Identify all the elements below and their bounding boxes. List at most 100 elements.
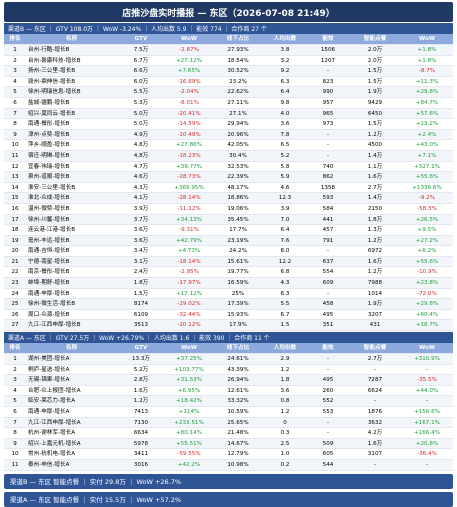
table-row: 7 九江-江西申厚-增长A 7130 +233.51% 25.65% 0 - 3632 +167… — [4, 417, 453, 429]
table-cell: 临安-莱芯力-增长A — [28, 398, 76, 405]
table-cell: 4500 — [367, 142, 383, 149]
table-row: 17 徐州-川馨-增长B 3.7万 +34.13% 35.45% 7.0 441 1.8万 +2… — [4, 214, 453, 226]
table-cell: - — [326, 131, 330, 138]
table-cell: 957 — [322, 99, 334, 106]
table-cell: 10.98% — [227, 461, 249, 468]
table-cell: 24 — [11, 290, 19, 297]
table-cell: -18.14% — [177, 258, 201, 265]
column-header: 线下占比 — [226, 345, 250, 352]
table-cell: 1.1万 — [367, 163, 383, 170]
table-cell: 1.6万 — [367, 258, 383, 265]
table-cell: 7.8 — [280, 131, 290, 138]
table-cell: 1.8万 — [367, 216, 383, 223]
table-cell: +13.2% — [415, 121, 439, 128]
table-cell: +55.6% — [415, 258, 439, 265]
table-cell: 连云港-江港-增长B — [28, 227, 76, 234]
table-cell: 5.3万 — [133, 99, 149, 106]
table-row: 19 亳州-丰远-增长B 3.6万 +42.79% 23.19% 7.6 791 1.2万 +2… — [4, 235, 453, 247]
column-header: 智能点餐 — [363, 36, 387, 42]
table-cell: 2.7万 — [367, 184, 383, 191]
table-row: 7 绍兴-莫同云-增长B 5.0万 -20.41% 27.1% 4.0 965 6450 +57… — [4, 108, 453, 120]
table-cell: +43.0% — [415, 142, 439, 149]
table-cell: 25.65% — [227, 419, 249, 426]
table-cell: 1.5万 — [367, 78, 383, 85]
table-cell: 13 — [11, 174, 19, 181]
table-cell: 台州-磐康科技-增长B — [28, 57, 81, 64]
table-cell: 1.6万 — [133, 387, 149, 394]
table-cell: -58.3% — [417, 205, 437, 212]
table-row: 25 徐州-微生活-增长B 8174 -29.02% 17.39% 5.5 458 1.9万 +… — [4, 299, 453, 310]
table-cell: 5.5万 — [133, 89, 149, 96]
table-cell: 48.17% — [227, 184, 249, 191]
footer-line: 渠道A — 东区 智能点餐 ｜ 实付 15.5万 ｜ WoW +57.2% — [4, 491, 453, 507]
table-cell: 9429 — [367, 99, 383, 106]
table-cell: 19 — [11, 237, 19, 244]
table-cell: 12 — [11, 163, 19, 170]
column-header: 智能点餐 — [363, 345, 387, 352]
table-cell: 9 — [13, 131, 17, 138]
table-cell: 1.8 — [280, 377, 290, 384]
table-cell: - — [326, 68, 330, 75]
section-summary: 渠道B — 东区 ｜ GTV 108.0万 ｜ WoW -3.24% ｜ 人均出… — [4, 23, 453, 34]
table-cell: 6972 — [367, 248, 383, 255]
table-cell: - — [326, 419, 330, 426]
table-cell: 盐城-疆鹏-增长B — [28, 99, 70, 106]
table-cell: 1.0 — [280, 451, 290, 458]
table-cell: 5.2 — [280, 152, 290, 159]
table-row: 2 台州-磐康科技-增长B 6.7万 +27.12% 18.54% 3.2 1207 2.0万… — [4, 56, 453, 67]
table-cell: 10 — [11, 142, 19, 149]
table-cell: 3.6 — [280, 387, 290, 394]
table-cell: 14 — [11, 184, 19, 191]
table-cell: 19.77% — [227, 269, 249, 276]
table-cell: - — [373, 366, 377, 373]
table-cell: - — [326, 366, 330, 373]
table-cell: 3.8 — [280, 47, 290, 53]
table-cell: 3632 — [367, 419, 383, 426]
table-cell: 458 — [322, 301, 334, 308]
table-cell: -14.59% — [177, 121, 201, 128]
table-cell: 4.6万 — [133, 174, 149, 181]
table-cell: 1.9万 — [367, 89, 383, 96]
table-cell: +4.73% — [177, 248, 201, 255]
table-cell: 南通-吉恒-增长B — [28, 248, 70, 255]
table-cell: 常州-杭机电-增长A — [28, 451, 76, 458]
table-cell: 2.0万 — [367, 57, 383, 64]
table-cell: 26 — [11, 311, 19, 318]
table-cell: 6.7 — [280, 311, 290, 318]
table-cell: 0.8 — [280, 398, 290, 405]
table-cell: 3.9 — [280, 205, 290, 212]
table-cell: 宁德-南星-增长B — [28, 258, 70, 265]
table-cell: 29.94% — [227, 121, 249, 128]
table-cell: 2.0万 — [367, 47, 383, 53]
table-cell: +31.53% — [175, 377, 203, 384]
table-cell: +27.12% — [175, 57, 203, 64]
table-cell: 22.39% — [227, 174, 249, 181]
table-cell: 15.61% — [227, 258, 249, 265]
table-cell: 1.2万 — [367, 269, 383, 276]
table-cell: 584 — [322, 205, 334, 212]
table-cell: -28.73% — [177, 174, 201, 181]
table-cell: 7.5万 — [133, 47, 149, 53]
table-row: 23 蚌埠-期舒-增长B 1.8万 -17.97% 16.59% 4.3 609 7988 +2… — [4, 278, 453, 289]
table-cell: +103.77% — [174, 366, 204, 373]
table-cell: 42.05% — [227, 142, 249, 149]
table-cell: 8 — [13, 430, 17, 437]
table-row: 8 南通-餐彤-增长B 5.0万 -14.59% 29.94% 3.6 973 1.5万 +13… — [4, 119, 453, 130]
table-cell: 淮北-众成-增长B — [28, 195, 70, 202]
table-cell: 0.3 — [280, 430, 290, 437]
table-cell: +156.6% — [413, 409, 441, 415]
table-cell: -8.7% — [418, 68, 436, 75]
footer: 渠道B — 东区 智能点餐 ｜ 实付 29.8万 ｜ WoW +26.7% 渠道A… — [4, 473, 453, 507]
table-row: 16 温州-微赞-增长B 3.9万 -11.12% 19.06% 3.9 584 2150 -5… — [4, 204, 453, 215]
table-cell: 18 — [11, 227, 19, 234]
table-cell: 3207 — [367, 311, 383, 318]
table-cell: 徐州-明瑞信息-增长B — [28, 89, 81, 96]
table-cell: 8 — [13, 121, 17, 128]
table-cell: 17.9% — [229, 322, 247, 329]
table-cell: 26.94% — [227, 377, 249, 384]
table-cell: 552 — [322, 398, 334, 405]
table-cell: 7988 — [367, 280, 383, 287]
column-header: WoW — [419, 36, 435, 42]
table-cell: - — [373, 398, 377, 405]
table-cell: 3.2 — [280, 57, 290, 64]
